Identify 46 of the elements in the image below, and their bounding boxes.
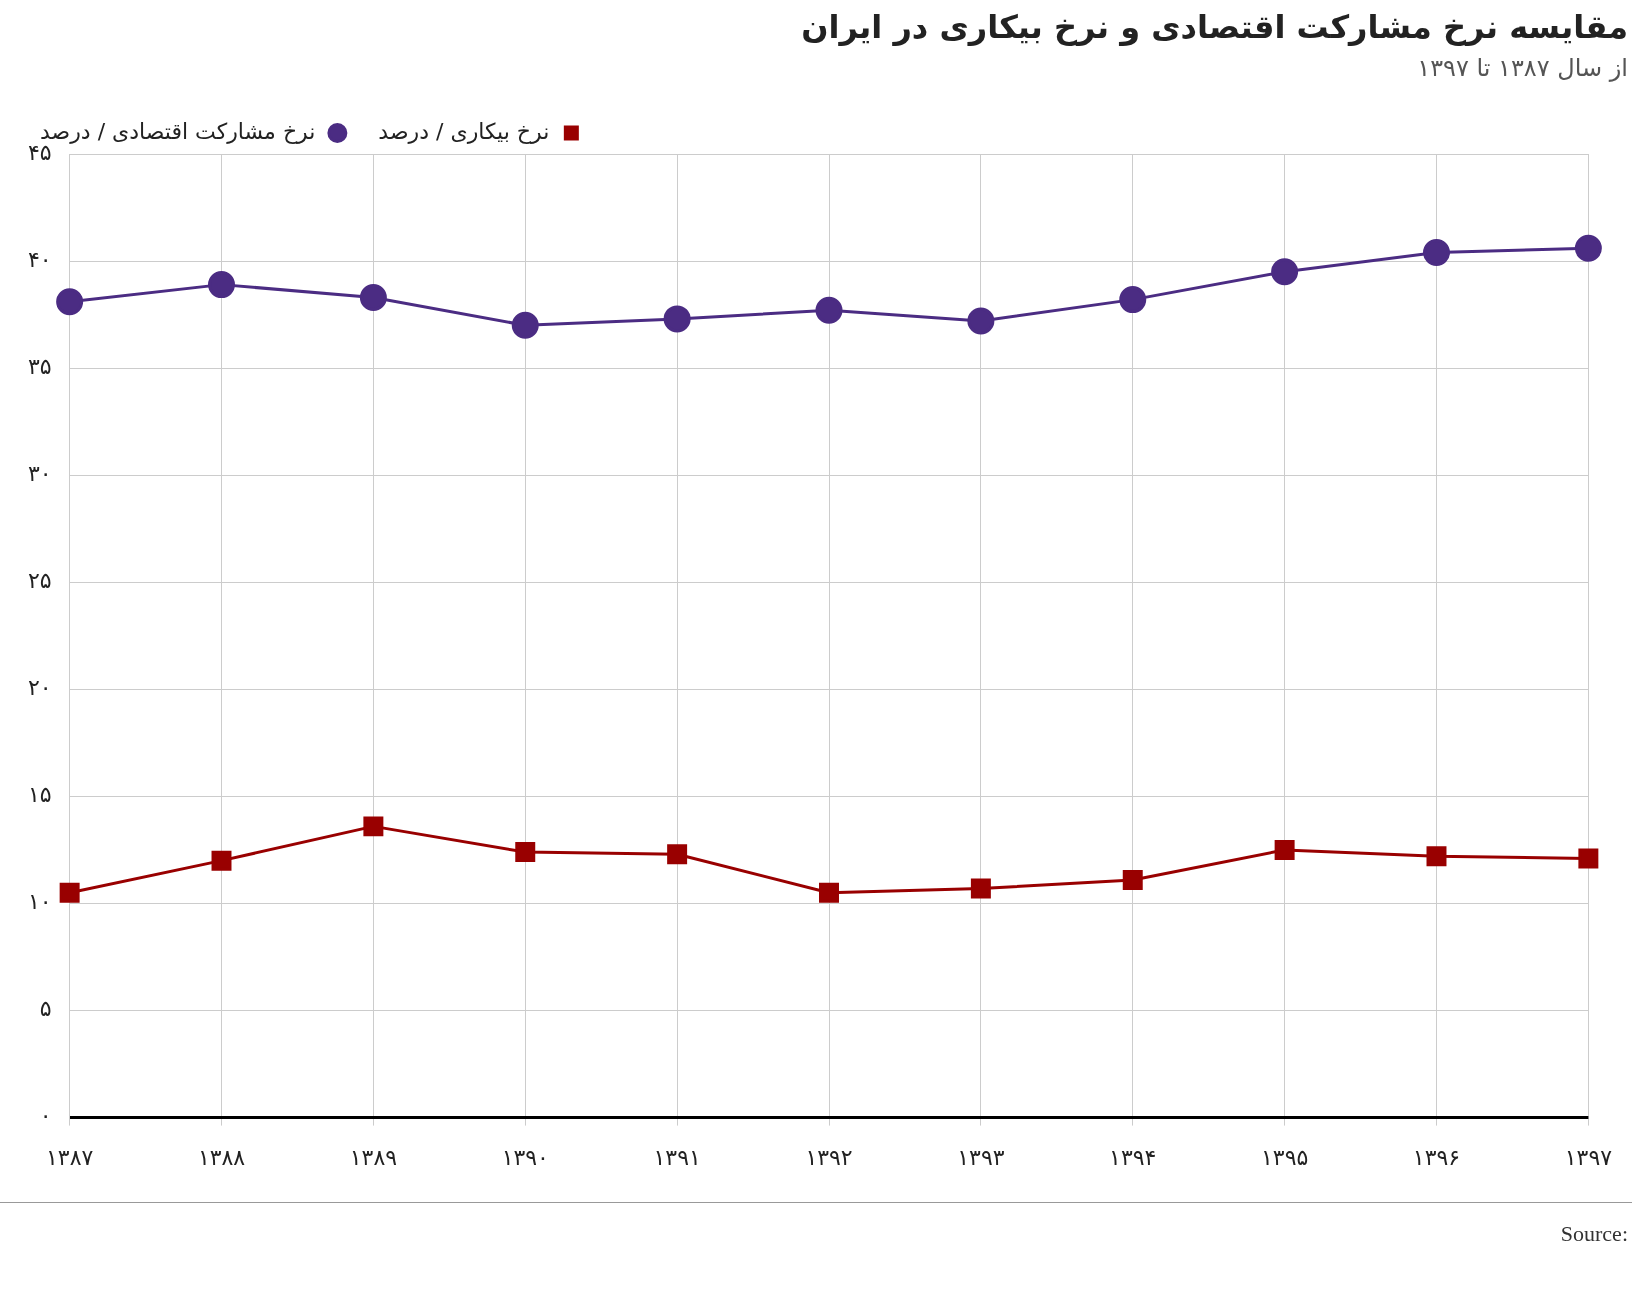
point — [1574, 234, 1602, 262]
point — [56, 288, 84, 316]
y-tick-label: ۲۰ — [27, 675, 52, 701]
point — [667, 844, 688, 865]
point — [515, 842, 536, 863]
x-tick-label: ۱۳۹۱ — [653, 1144, 701, 1170]
point — [967, 307, 995, 335]
y-tick-label: ۳۵ — [27, 353, 52, 379]
point — [59, 882, 80, 903]
x-tick-label: ۱۳۹۴ — [1109, 1144, 1157, 1170]
point — [1422, 239, 1450, 266]
point — [363, 816, 384, 837]
source-note: Source: — [1560, 1221, 1628, 1247]
y-tick-label: ۰ — [39, 1103, 52, 1129]
point — [819, 882, 839, 903]
chart-subtitle: از سال ۱۳۸۷ تا ۱۳۹۷ — [1416, 53, 1629, 82]
chart-title: مقایسه نرخ مشارکت اقتصادی و نرخ بیکاری در ایران — [800, 7, 1629, 46]
x-tick-label: ۱۳۹۷ — [1564, 1144, 1613, 1170]
point — [208, 271, 236, 299]
point — [663, 305, 691, 333]
legend-label: نرخ بیکاری / درصد — [378, 118, 550, 144]
x-tick-label: ۱۳۸۹ — [349, 1144, 398, 1170]
x-tick-label: ۱۳۹۶ — [1412, 1144, 1461, 1170]
point — [1122, 869, 1143, 890]
point — [815, 296, 843, 324]
y-tick-label: ۱۵ — [27, 782, 52, 808]
x-tick-label: ۱۳۸۸ — [197, 1144, 246, 1170]
y-tick-label: ۴۰ — [27, 246, 52, 272]
y-tick-label: ۳۰ — [27, 460, 52, 486]
point — [511, 311, 539, 339]
point — [1274, 839, 1295, 860]
point — [359, 283, 387, 311]
point — [1426, 846, 1447, 867]
x-tick-label: ۱۳۹۰ — [501, 1144, 549, 1170]
point — [1578, 848, 1599, 869]
x-tick-label: ۱۳۸۷ — [46, 1144, 94, 1170]
x-tick-label: ۱۳۹۵ — [1260, 1144, 1309, 1170]
point — [1119, 286, 1147, 314]
x-tick-label: ۱۳۹۳ — [957, 1144, 1005, 1170]
y-tick-label: ۵ — [39, 996, 52, 1022]
x-tick-label: ۱۳۹۲ — [805, 1144, 853, 1170]
point — [1271, 258, 1299, 286]
y-tick-label: ۱۰ — [27, 889, 52, 915]
y-tick-label: ۲۵ — [27, 567, 52, 593]
point — [211, 850, 232, 871]
point — [970, 878, 991, 899]
